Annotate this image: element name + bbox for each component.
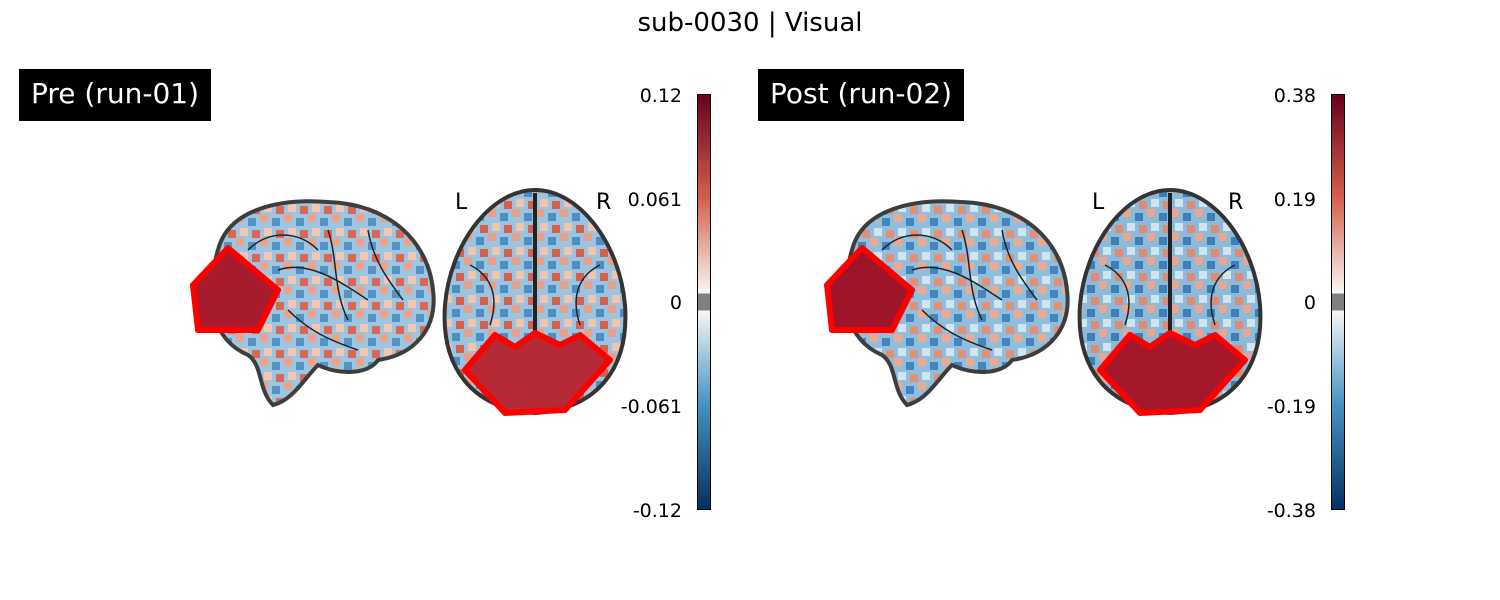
sagittal-brain-pre bbox=[190, 199, 436, 408]
colorbar-post bbox=[1331, 94, 1345, 510]
panel-post: Post (run-02) L R 0.38 0.19 0 -0.19 -0.3… bbox=[640, 0, 1390, 600]
colorbar-pre bbox=[697, 94, 711, 510]
colorbar-tick: 0.19 bbox=[1273, 189, 1316, 211]
right-marker-post: R bbox=[1228, 190, 1244, 215]
colorbar-tick: 0.38 bbox=[1273, 85, 1316, 107]
axial-brain-pre bbox=[442, 187, 628, 416]
sagittal-brain-post bbox=[824, 199, 1070, 408]
colorbar-tick: -0.12 bbox=[632, 500, 682, 522]
colorbar-tick: -0.061 bbox=[620, 396, 682, 418]
left-marker-pre: L bbox=[455, 190, 468, 215]
colorbar-tick: 0.12 bbox=[639, 85, 682, 107]
colorbar-tick: 0.061 bbox=[627, 189, 682, 211]
figure-title: sub-0030 | Visual bbox=[637, 8, 863, 38]
panel-label-post: Post (run-02) bbox=[758, 69, 965, 121]
axial-brain-post bbox=[1077, 187, 1263, 416]
colorbar-tick: -0.38 bbox=[1266, 500, 1316, 522]
panel-pre: Pre (run-01) L R 0.12 0.061 0 -0.061 -0.… bbox=[19, 69, 711, 522]
colorbar-tick: 0 bbox=[1303, 292, 1316, 314]
colorbar-tick: 0 bbox=[669, 292, 682, 314]
left-marker-post: L bbox=[1092, 190, 1105, 215]
right-marker-pre: R bbox=[596, 190, 612, 215]
panel-label-pre: Pre (run-01) bbox=[19, 69, 211, 121]
colorbar-tick: -0.19 bbox=[1266, 396, 1316, 418]
